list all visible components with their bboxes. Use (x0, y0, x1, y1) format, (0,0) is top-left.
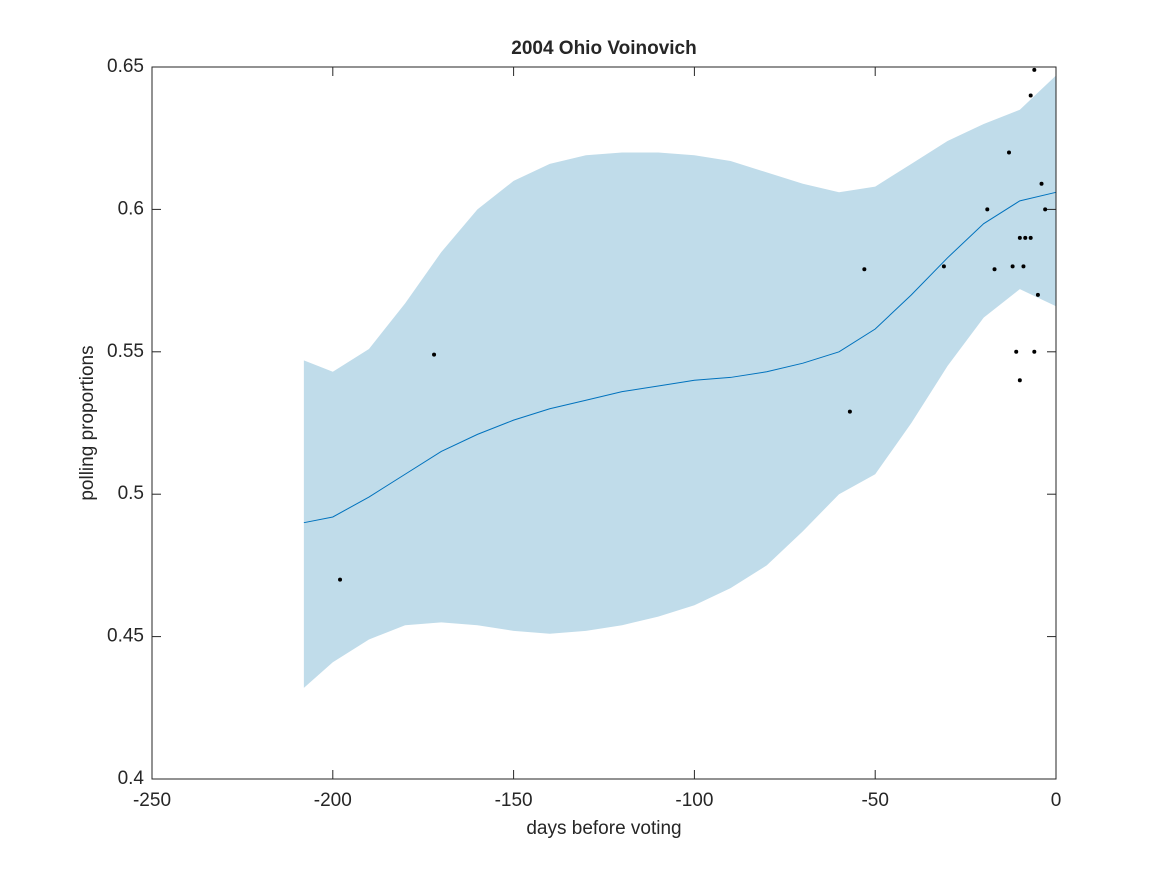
y-tick-label: 0.55 (107, 341, 144, 362)
x-tick-label: -50 (861, 790, 888, 811)
chart-title: 2004 Ohio Voinovich (511, 38, 696, 59)
data-point (1039, 181, 1044, 186)
data-point (338, 577, 343, 582)
data-point (941, 264, 946, 269)
x-tick-label: -200 (314, 790, 352, 811)
data-point (847, 409, 852, 414)
data-point (985, 207, 990, 212)
mean-line (303, 191, 1057, 524)
data-point (1028, 93, 1033, 98)
y-tick-label: 0.4 (118, 768, 145, 789)
data-point (1023, 235, 1028, 240)
data-point (1021, 264, 1026, 269)
data-point (1006, 150, 1011, 155)
confidence-band (303, 75, 1056, 688)
x-tick-label: 0 (1051, 790, 1062, 811)
data-point (1032, 67, 1037, 72)
data-point (992, 267, 997, 272)
data-point (1043, 207, 1048, 212)
y-tick-label: 0.6 (118, 198, 144, 219)
data-point (1035, 292, 1040, 297)
data-point (1017, 378, 1022, 383)
data-point (1028, 235, 1033, 240)
y-tick-label: 0.5 (118, 483, 144, 504)
data-point (432, 352, 437, 357)
data-point (1014, 349, 1019, 354)
data-point (862, 267, 867, 272)
y-tick-label: 0.45 (107, 626, 144, 647)
y-tick-label: 0.65 (107, 56, 144, 77)
x-tick-label: -100 (675, 790, 713, 811)
y-axis-label: polling proportions (77, 345, 98, 500)
data-point (1017, 235, 1022, 240)
axes-box (151, 66, 1057, 780)
x-axis-label: days before voting (526, 818, 681, 839)
x-tick-label: -150 (495, 790, 533, 811)
data-point (1010, 264, 1015, 269)
x-tick-label: -250 (133, 790, 171, 811)
data-point (1032, 349, 1037, 354)
